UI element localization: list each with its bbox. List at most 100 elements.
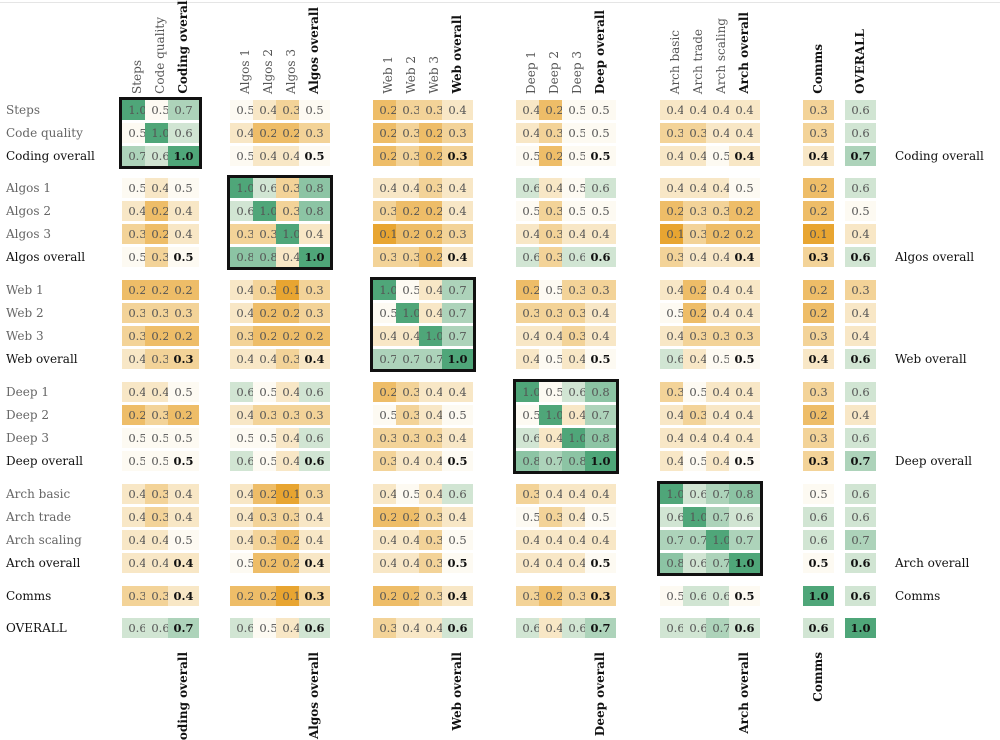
cell-web-2-x-coding-overall: 0.3 [168,303,199,323]
cell-arch-trade-x-comms: 0.6 [803,507,834,527]
cell-web-overall-x-overall: 0.6 [845,349,876,369]
cell-arch-overall-x-web-overall: 0.5 [442,553,473,573]
cell-deep-overall-x-arch-overall: 0.5 [729,451,760,471]
cell-arch-trade-x-coding-overall: 0.4 [168,507,199,527]
cell-code-quality-x-coding-overall: 0.6 [168,123,199,143]
cell-web-1-x-deep-overall: 0.3 [585,280,616,300]
bottom-label-deep-overall: Deep overall [593,652,607,737]
cell-deep-3-x-overall: 0.6 [845,428,876,448]
cell-coding-overall-x-overall: 0.7 [845,146,876,166]
cell-code-quality-x-web-overall: 0.3 [442,123,473,143]
cell-deep-overall-x-algos-overall: 0.6 [299,451,330,471]
row-label-arch-overall: Arch overall [6,556,81,570]
bottom-label-arch-overall: Arch overall [737,652,751,734]
cell-comms-x-algos-overall: 0.3 [299,586,330,606]
cell-steps-x-algos-overall: 0.5 [299,100,330,120]
cell-algos-2-x-web-overall: 0.4 [442,201,473,221]
cell-arch-overall-x-comms: 0.5 [803,553,834,573]
cell-comms-x-coding-overall: 0.4 [168,586,199,606]
cell-web-3-x-arch-overall: 0.3 [729,326,760,346]
cell-overall-x-comms: 0.6 [803,618,834,638]
cell-algos-3-x-coding-overall: 0.4 [168,224,199,244]
cell-web-2-x-deep-overall: 0.4 [585,303,616,323]
row-label-web-2: Web 2 [6,306,44,320]
cell-web-2-x-arch-overall: 0.4 [729,303,760,323]
cell-deep-overall-x-comms: 0.3 [803,451,834,471]
row-label-web-overall: Web overall [6,352,78,366]
col-label-steps: Steps [130,60,144,94]
cell-steps-x-comms: 0.3 [803,100,834,120]
cell-algos-overall-x-deep-overall: 0.6 [585,247,616,267]
row-label-overall: OVERALL [6,621,67,635]
bottom-label-coding-overall: Coding overall [176,652,190,740]
highlight-box-web [370,277,476,372]
cell-web-2-x-algos-overall: 0.3 [299,303,330,323]
cell-arch-scaling-x-coding-overall: 0.5 [168,530,199,550]
cell-steps-x-web-overall: 0.4 [442,100,473,120]
cell-web-1-x-overall: 0.3 [845,280,876,300]
cell-overall-x-algos-overall: 0.6 [299,618,330,638]
cell-deep-3-x-coding-overall: 0.5 [168,428,199,448]
row-label-web-1: Web 1 [6,283,44,297]
cell-deep-2-x-overall: 0.4 [845,405,876,425]
cell-deep-3-x-comms: 0.3 [803,428,834,448]
cell-deep-3-x-deep-overall: 0.8 [585,428,616,448]
cell-deep-1-x-overall: 0.6 [845,382,876,402]
cell-algos-2-x-arch-overall: 0.2 [729,201,760,221]
cell-algos-1-x-coding-overall: 0.5 [168,178,199,198]
cell-arch-overall-x-coding-overall: 0.4 [168,553,199,573]
col-label-web-1: Web 1 [381,56,395,94]
cell-web-1-x-comms: 0.2 [803,280,834,300]
cell-deep-2-x-deep-overall: 0.7 [585,405,616,425]
cell-deep-2-x-coding-overall: 0.2 [168,405,199,425]
cell-web-2-x-overall: 0.4 [845,303,876,323]
cell-overall-x-web-overall: 0.6 [442,618,473,638]
cell-algos-overall-x-algos-overall: 1.0 [299,247,330,267]
col-label-deep-3: Deep 3 [570,51,584,94]
cell-arch-basic-x-arch-overall: 0.8 [729,484,760,504]
cell-web-overall-x-coding-overall: 0.3 [168,349,199,369]
cell-algos-1-x-arch-overall: 0.5 [729,178,760,198]
right-label-comms: Comms [895,589,941,603]
right-label-algos-overall: Algos overall [895,250,975,264]
cell-deep-3-x-arch-overall: 0.4 [729,428,760,448]
bottom-label-algos-overall: Algos overall [307,652,321,740]
cell-algos-1-x-deep-overall: 0.6 [585,178,616,198]
cell-web-overall-x-arch-overall: 0.5 [729,349,760,369]
cell-algos-2-x-coding-overall: 0.4 [168,201,199,221]
row-label-deep-overall: Deep overall [6,454,83,468]
cell-code-quality-x-algos-overall: 0.3 [299,123,330,143]
cell-coding-overall-x-web-overall: 0.3 [442,146,473,166]
cell-arch-trade-x-deep-overall: 0.5 [585,507,616,527]
cell-deep-1-x-algos-overall: 0.6 [299,382,330,402]
cell-code-quality-x-arch-overall: 0.4 [729,123,760,143]
col-label-web-overall: Web overall [450,15,464,94]
cell-algos-3-x-web-overall: 0.3 [442,224,473,244]
cell-web-2-x-web-overall: 0.7 [442,303,473,323]
col-label-comms: Comms [811,44,825,94]
row-label-deep-3: Deep 3 [6,431,49,445]
cell-algos-2-x-overall: 0.5 [845,201,876,221]
cell-deep-2-x-web-overall: 0.5 [442,405,473,425]
cell-deep-2-x-comms: 0.2 [803,405,834,425]
cell-web-overall-x-deep-overall: 0.5 [585,349,616,369]
highlight-box-coding [119,97,202,169]
row-label-arch-scaling: Arch scaling [6,533,82,547]
highlight-box-arch [657,481,763,576]
cell-web-overall-x-algos-overall: 0.4 [299,349,330,369]
row-label-code-quality: Code quality [6,126,83,140]
col-label-algos-1: Algos 1 [238,48,252,94]
row-label-algos-overall: Algos overall [6,250,86,264]
row-label-deep-2: Deep 2 [6,408,49,422]
cell-comms-x-comms: 1.0 [803,586,834,606]
cell-arch-scaling-x-comms: 0.6 [803,530,834,550]
cell-arch-trade-x-web-overall: 0.4 [442,507,473,527]
cell-web-1-x-arch-overall: 0.4 [729,280,760,300]
cell-deep-2-x-arch-overall: 0.4 [729,405,760,425]
right-label-coding-overall: Coding overall [895,149,984,163]
row-label-comms: Comms [6,589,52,603]
cell-deep-1-x-web-overall: 0.4 [442,382,473,402]
cell-code-quality-x-deep-overall: 0.5 [585,123,616,143]
cell-deep-1-x-deep-overall: 0.8 [585,382,616,402]
